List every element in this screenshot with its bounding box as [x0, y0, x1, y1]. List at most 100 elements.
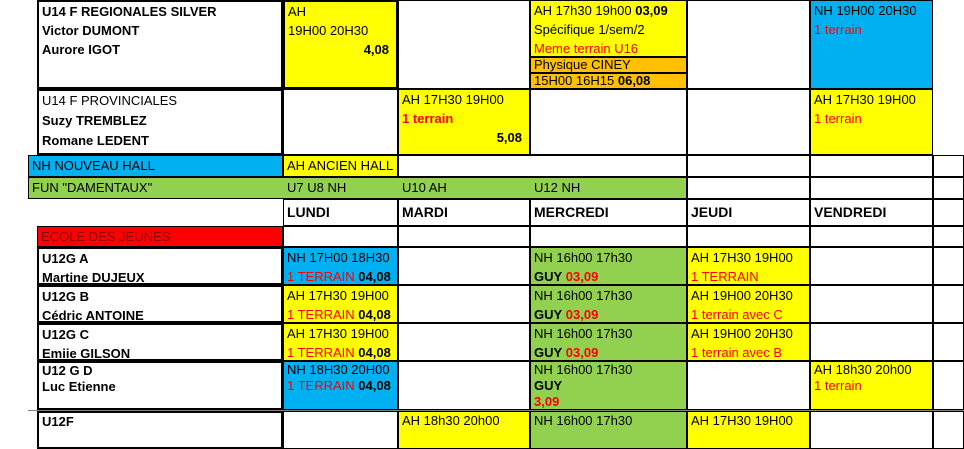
cell-u14-prov-vendredi[interactable]: AH 17H30 19H00 1 terrain [810, 89, 933, 155]
cell-u14-prov-lundi-empty[interactable] [283, 89, 398, 155]
cell-u12f-lundi-empty[interactable] [283, 411, 398, 449]
cell-u12f-vendredi-empty[interactable] [810, 411, 933, 449]
coach-name: Suzy TREMBLEZ [42, 113, 147, 128]
cell-u12gb-vendredi-empty[interactable] [810, 285, 933, 323]
cell-u14-silver-vendredi[interactable]: NH 19H00 20H30 1 terrain [810, 0, 933, 89]
legend-ah-cell[interactable]: AH ANCIEN HALL [283, 155, 398, 177]
cell-u12ga-lundi[interactable]: NH 17H00 18H30 1 TERRAIN 04,08 [283, 247, 398, 285]
header-mercredi[interactable]: MERCREDI [530, 199, 687, 226]
cell-u14-silver-lundi[interactable]: AH 19H00 20H30 4,08 [283, 0, 398, 89]
gutter-cell[interactable] [933, 226, 964, 247]
session-block[interactable]: AH 17h30 19h00 03,09 Spécifique 1/sem/2 … [530, 0, 687, 57]
header-jeudi[interactable]: JEUDI [687, 199, 810, 226]
cell-u12gd-lundi[interactable]: NH 18H30 20H00 1 TERRAIN 04,08 [283, 361, 398, 410]
legend-empty-cell[interactable] [687, 155, 810, 177]
team-cell-u12ga[interactable]: U12G A Martine DUJEUX [37, 247, 283, 285]
time-slot: NH 17H00 18H30 [287, 250, 390, 265]
terrain-note: 1 TERRAIN 04,08 [287, 378, 391, 393]
team-cell-u12gc[interactable]: U12G C Emiie GILSON [37, 323, 283, 361]
cell-u12gd-mercredi[interactable]: NH 16h00 17h30 GUY 3,09 [530, 361, 687, 410]
cell-u12gc-vendredi-empty[interactable] [810, 323, 933, 361]
team-name: U12G C [42, 327, 89, 342]
cell-u12gd-jeudi-empty[interactable] [687, 361, 810, 410]
time-slot: 19H00 20H30 [288, 23, 369, 38]
cell-u12gb-mercredi[interactable]: NH 16h00 17h30 GUY 03,09 [530, 285, 687, 323]
terrain-note: Meme terrain U16 [534, 41, 639, 56]
cell-u14-silver-mercredi[interactable]: AH 17h30 19h00 03,09 Spécifique 1/sem/2 … [530, 0, 687, 89]
section-empty-cell[interactable] [530, 226, 687, 247]
legend-empty-cell[interactable] [810, 155, 933, 177]
team-cell-u12gb[interactable]: U12G B Cédric ANTOINE [37, 285, 283, 323]
cell-u12f-mercredi[interactable]: NH 16h00 17h30 [530, 411, 687, 449]
cell-u12gd-vendredi[interactable]: AH 18h30 20h00 1 terrain [810, 361, 933, 410]
physique-label-cell[interactable]: Physique CINEY [530, 57, 687, 73]
section-empty-cell[interactable] [810, 226, 933, 247]
gutter-cell[interactable] [933, 285, 964, 323]
legend-nh-cell[interactable]: NH NOUVEAU HALL [28, 155, 283, 177]
gutter-cell[interactable] [933, 247, 964, 285]
cell-u14-prov-mercredi-empty[interactable] [530, 89, 687, 155]
header-lundi[interactable]: LUNDI [283, 199, 398, 226]
gutter-cell[interactable] [933, 155, 964, 177]
cell-u12ga-mercredi[interactable]: NH 16h00 17h30 GUY 03,09 [530, 247, 687, 285]
cell-u12gd-mardi-empty[interactable] [398, 361, 530, 410]
cell-u12ga-mardi-empty[interactable] [398, 247, 530, 285]
gutter-cell [28, 323, 37, 361]
physique-time-cell[interactable]: 15H00 16H15 06,08 [530, 73, 687, 89]
gutter-cell [933, 89, 964, 155]
header-mardi[interactable]: MARDI [398, 199, 530, 226]
cell-u14-silver-jeudi-empty[interactable] [687, 0, 810, 89]
row-hall-legend: NH NOUVEAU HALL AH ANCIEN HALL [28, 155, 964, 177]
section-empty-cell[interactable] [283, 226, 398, 247]
gutter-cell[interactable] [933, 361, 964, 410]
cell-u12gc-lundi[interactable]: AH 17H30 19H00 1 TERRAIN 04,08 [283, 323, 398, 361]
cell-u12ga-vendredi-empty[interactable] [810, 247, 933, 285]
cell-u12gc-mardi-empty[interactable] [398, 323, 530, 361]
time-slot: AH 17H30 19H00 [402, 92, 504, 107]
cell-u14-silver-mardi-empty[interactable] [398, 0, 530, 89]
cell-u12gb-lundi[interactable]: AH 17H30 19H00 1 TERRAIN 04,08 [283, 285, 398, 323]
hall-code: AH [288, 4, 307, 19]
time-slot: AH 17H30 19H00 [691, 250, 793, 265]
cell-u12gb-mardi-empty[interactable] [398, 285, 530, 323]
header-vendredi[interactable]: VENDREDI [810, 199, 933, 226]
gutter-cell[interactable] [933, 199, 964, 226]
fundamentaux-title: FUN "DAMENTAUX" [32, 180, 153, 195]
fundamentaux-cell[interactable]: FUN "DAMENTAUX" U7 U8 NH U10 AH U12 NH [28, 177, 687, 199]
time-slot: AH 18h30 20h00 [402, 413, 500, 428]
team-cell-u12gd[interactable]: U12 G D Luc Etienne [37, 361, 283, 410]
cell-u12gc-jeudi[interactable]: AH 19H00 20H30 1 terrain avec B [687, 323, 810, 361]
section-empty-cell[interactable] [687, 226, 810, 247]
fundamentaux-empty-cell[interactable] [687, 177, 810, 199]
coach-name: Aurore IGOT [42, 42, 121, 57]
cell-u14-prov-jeudi-empty[interactable] [687, 89, 810, 155]
gutter-cell[interactable] [933, 411, 964, 449]
time-slot: AH 17H30 19H00 [287, 326, 389, 341]
gutter-cell [28, 285, 37, 323]
cell-u12gc-mercredi[interactable]: NH 16h00 17h30 GUY 03,09 [530, 323, 687, 361]
terrain-note: 1 terrain [402, 111, 454, 126]
gutter-cell[interactable] [933, 323, 964, 361]
time-slot: AH 19H00 20H30 [691, 326, 793, 341]
row-fundamentaux: FUN "DAMENTAUX" U7 U8 NH U10 AH U12 NH [28, 177, 964, 199]
cell-u12f-jeudi[interactable]: AH 17H30 19H00 [687, 411, 810, 449]
team-cell-u12f[interactable]: U12F [37, 411, 283, 449]
date-value: 06,08 [617, 73, 651, 88]
cell-u14-prov-mardi[interactable]: AH 17H30 19H00 1 terrain 5,08 [398, 89, 530, 155]
team-cell-u14-prov[interactable]: U14 F PROVINCIALES Suzy TREMBLEZ Romane … [37, 89, 283, 155]
legend-empty-cell[interactable] [398, 155, 687, 177]
fundamentaux-empty-cell[interactable] [810, 177, 933, 199]
team-name: U12F [42, 414, 74, 429]
terrain-note: 1 terrain avec C [691, 307, 783, 322]
cell-u12f-mardi[interactable]: AH 18h30 20h00 [398, 411, 530, 449]
cell-u12gb-jeudi[interactable]: AH 19H00 20H30 1 terrain avec C [687, 285, 810, 323]
gutter-cell [933, 0, 964, 89]
gutter-cell [28, 89, 37, 155]
fundamentaux-u10: U10 AH [402, 180, 447, 195]
terrain-note: 1 terrain avec B [691, 345, 783, 360]
cell-u12ga-jeudi[interactable]: AH 17H30 19H00 1 TERRAIN [687, 247, 810, 285]
section-empty-cell[interactable] [398, 226, 530, 247]
team-cell-u14-silver[interactable]: U14 F REGIONALES SILVER Victor DUMONT Au… [37, 0, 283, 89]
section-title-cell[interactable]: ECOLE DES JEUNES [37, 226, 283, 247]
gutter-cell[interactable] [933, 177, 964, 199]
